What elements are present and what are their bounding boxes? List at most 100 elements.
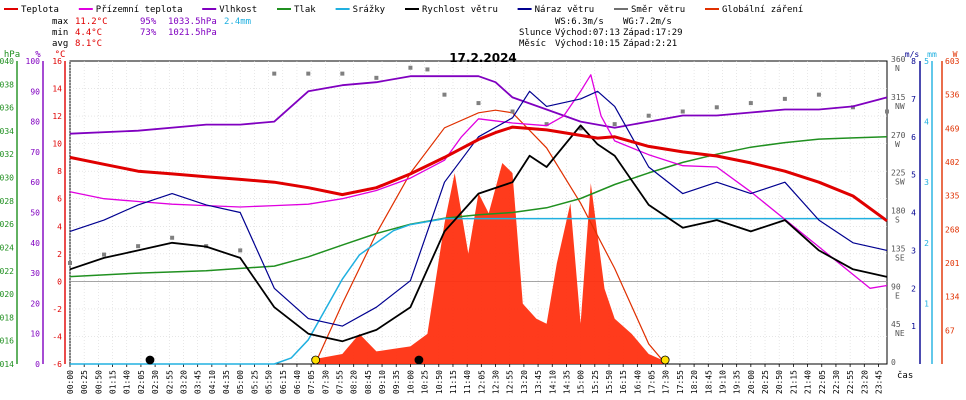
x-tick-label: 06:15 bbox=[279, 370, 288, 394]
pct-tick-label: 80 bbox=[30, 118, 40, 127]
w-tick-label: 134 bbox=[945, 293, 960, 302]
degc-tick-label: 0 bbox=[57, 277, 62, 286]
pct-unit: % bbox=[35, 50, 41, 60]
x-tick-label: 15:00 bbox=[577, 370, 586, 394]
degc-tick-label: 12 bbox=[52, 112, 62, 121]
wind-dir-point bbox=[306, 71, 311, 76]
series-line-teplota bbox=[69, 125, 888, 223]
w-unit: W bbox=[953, 50, 958, 59]
stat-hum: 73% bbox=[140, 28, 157, 38]
x-tick-label: 07:05 bbox=[307, 370, 316, 394]
dir-cardinal-label: NE bbox=[895, 329, 905, 338]
dir-tick-label: 360 bbox=[891, 55, 906, 64]
wind-dir-point bbox=[340, 71, 345, 76]
degc-tick-label: 4 bbox=[57, 222, 62, 231]
degc-tick-label: -4 bbox=[52, 332, 62, 341]
pct-tick-label: 40 bbox=[30, 239, 40, 248]
legend-label: Srážky bbox=[353, 5, 386, 15]
hpa-tick-label: 1018 bbox=[0, 313, 14, 322]
w-tick-label: 402 bbox=[945, 158, 960, 167]
wind-gust-info: WG:7.2m/s bbox=[623, 17, 672, 27]
x-tick-label: 12:05 bbox=[477, 370, 486, 394]
dir-cardinal-label: E bbox=[895, 291, 900, 300]
legend-label: Směr větru bbox=[631, 5, 685, 15]
ms-tick-label: 5 bbox=[911, 171, 916, 180]
wind-dir-point bbox=[374, 75, 379, 80]
stat-label: max bbox=[52, 17, 69, 27]
legend-label: Náraz větru bbox=[535, 5, 595, 15]
hpa-tick-label: 1036 bbox=[0, 104, 14, 113]
hpa-tick-label: 1020 bbox=[0, 290, 14, 299]
mm-tick-label: 5 bbox=[924, 57, 929, 66]
dir-tick-label: 225 bbox=[891, 169, 906, 178]
sunrise-marker bbox=[311, 355, 321, 365]
hpa-tick-label: 1022 bbox=[0, 267, 14, 276]
series-line-p-zemn-teplota bbox=[69, 74, 888, 289]
hpa-tick-label: 1016 bbox=[0, 337, 14, 346]
degc-tick-label: 16 bbox=[52, 57, 62, 66]
x-tick-label: 05:50 bbox=[265, 370, 274, 394]
legend-label: Přízemní teplota bbox=[96, 5, 183, 15]
x-tick-label: 19:10 bbox=[718, 370, 727, 394]
legend-label: Rychlost větru bbox=[422, 5, 498, 15]
x-tick-label: 07:55 bbox=[335, 370, 344, 394]
moonrise-marker bbox=[414, 355, 424, 365]
dir-tick-label: 180 bbox=[891, 207, 906, 216]
dir-cardinal-label: SW bbox=[895, 178, 905, 187]
x-tick-label: 10:25 bbox=[421, 370, 430, 394]
ms-tick-label: 4 bbox=[911, 209, 916, 218]
x-tick-label: 00:25 bbox=[80, 370, 89, 394]
ms-tick-label: 8 bbox=[911, 57, 916, 66]
w-tick-label: 603 bbox=[945, 57, 960, 66]
degc-tick-label: 10 bbox=[52, 140, 62, 149]
x-tick-label: 23:20 bbox=[860, 370, 869, 394]
w-tick-label: 268 bbox=[945, 225, 960, 234]
stat-rain: 2.4mm bbox=[224, 17, 251, 27]
moon-label: Měsíc bbox=[519, 39, 546, 49]
mm-unit: mm bbox=[927, 50, 937, 59]
pct-tick-label: 50 bbox=[30, 209, 40, 218]
dir-tick-label: 45 bbox=[891, 320, 901, 329]
x-tick-label: 09:35 bbox=[392, 370, 401, 394]
dir-cardinal-label: N bbox=[895, 64, 900, 73]
hpa-tick-label: 1038 bbox=[0, 80, 14, 89]
ms-tick-label: 7 bbox=[911, 95, 916, 104]
x-tick-label: 10:00 bbox=[406, 370, 415, 394]
x-tick-label: 11:15 bbox=[449, 370, 458, 394]
x-tick-label: 14:10 bbox=[548, 370, 557, 394]
wind-dir-point bbox=[102, 252, 107, 257]
x-tick-label: 09:10 bbox=[378, 370, 387, 394]
pct-tick-label: 10 bbox=[30, 330, 40, 339]
wind-dir-point bbox=[714, 105, 719, 110]
stat-temp: 4.4°C bbox=[75, 28, 102, 38]
dir-cardinal-label: SE bbox=[895, 253, 905, 262]
x-tick-label: 04:10 bbox=[208, 370, 217, 394]
x-tick-label: 06:40 bbox=[293, 370, 302, 394]
wind-dir-point bbox=[680, 109, 685, 114]
wind-speed-info: WS:6.3m/s bbox=[555, 17, 604, 27]
wind-dir-point bbox=[272, 71, 277, 76]
w-tick-label: 536 bbox=[945, 91, 960, 100]
dir-tick-label: 270 bbox=[891, 131, 906, 140]
w-tick-label: 67 bbox=[945, 326, 955, 335]
stat-press: 1033.5hPa bbox=[168, 17, 217, 27]
x-tick-label: 01:15 bbox=[109, 370, 118, 394]
wind-dir-point bbox=[544, 122, 549, 127]
wind-dir-point bbox=[578, 126, 583, 131]
x-tick-label: 16:15 bbox=[619, 370, 628, 394]
pct-tick-label: 30 bbox=[30, 269, 40, 278]
x-tick-label: 21:15 bbox=[789, 370, 798, 394]
x-tick-label: 21:40 bbox=[804, 370, 813, 394]
sunset-text: Západ:17:29 bbox=[623, 28, 683, 38]
pct-tick-label: 90 bbox=[30, 87, 40, 96]
x-tick-label: 01:40 bbox=[123, 370, 132, 394]
x-tick-label: 04:35 bbox=[222, 370, 231, 394]
x-tick-label: 22:30 bbox=[832, 370, 841, 394]
hpa-tick-label: 1024 bbox=[0, 243, 14, 252]
x-tick-label: 15:50 bbox=[605, 370, 614, 394]
stat-temp: 8.1°C bbox=[75, 39, 102, 49]
hpa-tick-label: 1034 bbox=[0, 127, 14, 136]
dir-tick-label: 315 bbox=[891, 93, 906, 102]
dir-tick-label: 90 bbox=[891, 282, 901, 291]
series-line-rychlost-v-tru bbox=[69, 124, 888, 343]
